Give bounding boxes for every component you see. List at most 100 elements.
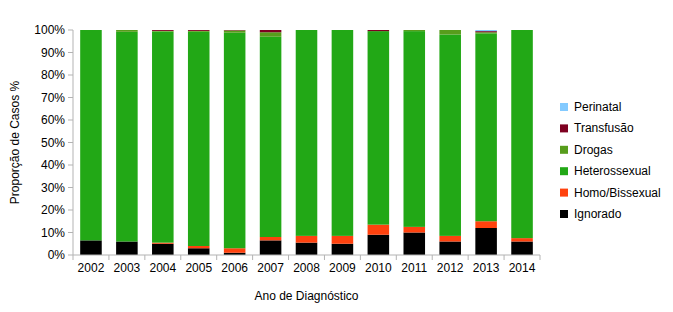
y-tick-label: 40% bbox=[41, 158, 65, 172]
x-tick bbox=[180, 255, 181, 260]
x-tick bbox=[216, 255, 217, 260]
bar-segment bbox=[116, 30, 138, 32]
y-axis-title: Proporção de Casos % bbox=[8, 80, 22, 204]
legend-swatch bbox=[560, 146, 568, 154]
bar-segment bbox=[80, 30, 102, 31]
legend-label: Homo/Bissexual bbox=[574, 186, 661, 200]
y-tick-label: 50% bbox=[41, 136, 65, 150]
x-tick-label: 2010 bbox=[365, 261, 392, 275]
y-tick bbox=[68, 255, 73, 256]
x-tick bbox=[540, 255, 541, 260]
x-tick-label: 2009 bbox=[329, 261, 356, 275]
bar-segment bbox=[511, 30, 533, 31]
bar-segment bbox=[511, 242, 533, 256]
x-tick-label: 2002 bbox=[78, 261, 105, 275]
legend-label: Perinatal bbox=[574, 100, 621, 114]
bar-segment bbox=[439, 30, 461, 31]
bar-segment bbox=[224, 30, 246, 31]
y-tick-label: 80% bbox=[41, 68, 65, 82]
bar-segment bbox=[116, 30, 138, 31]
bar-segment bbox=[475, 33, 497, 221]
x-tick bbox=[108, 255, 109, 260]
y-tick bbox=[68, 52, 73, 53]
bar-segment bbox=[403, 227, 425, 233]
y-tick-label: 20% bbox=[41, 203, 65, 217]
bar-segment bbox=[80, 30, 102, 240]
bar-segment bbox=[439, 35, 461, 236]
y-tick bbox=[68, 165, 73, 166]
bar-segment bbox=[403, 31, 425, 227]
x-tick bbox=[144, 255, 145, 260]
y-tick bbox=[68, 232, 73, 233]
bar-segment bbox=[260, 32, 282, 37]
x-axis-title: Ano de Diagnóstico bbox=[254, 289, 358, 303]
bar-segment bbox=[188, 30, 210, 31]
y-tick-label: 100% bbox=[34, 23, 65, 37]
y-tick-label: 90% bbox=[41, 46, 65, 60]
bar-segment bbox=[296, 30, 318, 236]
bar-segment bbox=[439, 30, 461, 31]
bar-segment bbox=[439, 236, 461, 242]
bar-segment bbox=[296, 30, 318, 31]
bar-segment bbox=[296, 243, 318, 255]
bar-segment bbox=[475, 228, 497, 255]
legend-swatch bbox=[560, 189, 568, 197]
bar-segment bbox=[368, 31, 390, 32]
y-tick bbox=[68, 142, 73, 143]
bar-segment bbox=[332, 30, 354, 236]
y-tick bbox=[68, 210, 73, 211]
bar-segment bbox=[260, 237, 282, 240]
bar-segment bbox=[80, 30, 102, 31]
x-tick-label: 2006 bbox=[221, 261, 248, 275]
bar-segment bbox=[224, 33, 246, 249]
bars bbox=[80, 30, 533, 255]
bar-segment bbox=[152, 30, 174, 31]
x-tick bbox=[73, 255, 74, 260]
bar-segment bbox=[260, 30, 282, 32]
bar-segment bbox=[80, 240, 102, 255]
bar-segment bbox=[116, 30, 138, 31]
bar-segment bbox=[260, 30, 282, 31]
x-tick bbox=[324, 255, 325, 260]
legend-swatch bbox=[560, 103, 568, 111]
y-axis bbox=[73, 30, 74, 255]
y-tick-label: 0% bbox=[48, 248, 66, 262]
x-tick-label: 2005 bbox=[185, 261, 212, 275]
bar-segment bbox=[332, 30, 354, 31]
bar-segment bbox=[511, 238, 533, 241]
chart: 0%10%20%30%40%50%60%70%80%90%100%2002200… bbox=[0, 0, 673, 312]
bar-segment bbox=[403, 233, 425, 256]
x-tick bbox=[468, 255, 469, 260]
bar-segment bbox=[188, 248, 210, 255]
bar-segment bbox=[116, 32, 138, 242]
bar-segment bbox=[368, 31, 390, 225]
bar-segment bbox=[224, 30, 246, 31]
bar-segment bbox=[296, 30, 318, 31]
x-tick bbox=[252, 255, 253, 260]
bar-segment bbox=[260, 240, 282, 255]
bar-segment bbox=[260, 37, 282, 237]
y-tick bbox=[68, 75, 73, 76]
y-tick-label: 70% bbox=[41, 91, 65, 105]
x-tick-label: 2007 bbox=[257, 261, 284, 275]
bar-segment bbox=[224, 30, 246, 32]
bar-segment bbox=[511, 30, 533, 31]
legend-label: Transfusão bbox=[574, 121, 634, 135]
x-tick-label: 2011 bbox=[401, 261, 427, 275]
bar-segment bbox=[152, 243, 174, 244]
bar-segment bbox=[296, 30, 318, 31]
x-tick bbox=[288, 255, 289, 260]
x-tick-label: 2008 bbox=[293, 261, 320, 275]
bar-segment bbox=[152, 30, 174, 31]
bar-segment bbox=[368, 30, 390, 31]
bar-segment bbox=[152, 244, 174, 255]
legend-swatch bbox=[560, 167, 568, 175]
bar-segment bbox=[152, 32, 174, 243]
bar-segment bbox=[475, 221, 497, 228]
x-tick-label: 2012 bbox=[437, 261, 464, 275]
bar-segment bbox=[224, 248, 246, 253]
y-tick bbox=[68, 97, 73, 98]
bar-segment bbox=[116, 242, 138, 256]
legend: PerinatalTransfusãoDrogasHeterossexualHo… bbox=[560, 100, 661, 221]
bar-segment bbox=[403, 30, 425, 31]
